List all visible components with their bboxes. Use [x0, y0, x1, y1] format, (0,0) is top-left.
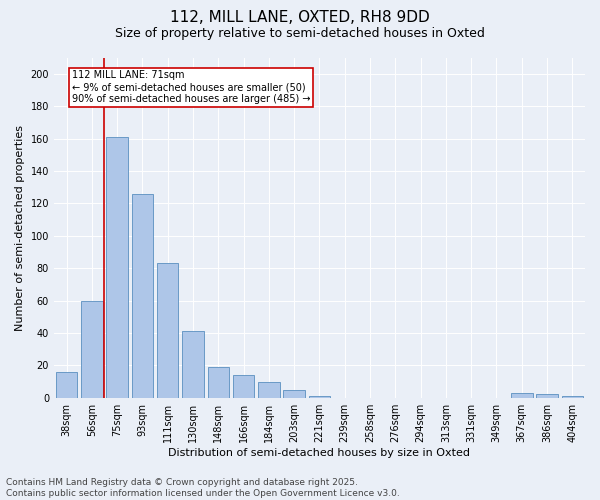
Bar — [182, 332, 204, 398]
Y-axis label: Number of semi-detached properties: Number of semi-detached properties — [15, 124, 25, 330]
Bar — [208, 367, 229, 398]
Bar — [562, 396, 583, 398]
X-axis label: Distribution of semi-detached houses by size in Oxted: Distribution of semi-detached houses by … — [169, 448, 470, 458]
Bar — [309, 396, 330, 398]
Bar — [157, 263, 178, 398]
Bar — [258, 382, 280, 398]
Text: 112 MILL LANE: 71sqm
← 9% of semi-detached houses are smaller (50)
90% of semi-d: 112 MILL LANE: 71sqm ← 9% of semi-detach… — [71, 70, 310, 104]
Bar — [283, 390, 305, 398]
Text: Size of property relative to semi-detached houses in Oxted: Size of property relative to semi-detach… — [115, 28, 485, 40]
Bar — [131, 194, 153, 398]
Bar — [106, 137, 128, 398]
Text: Contains HM Land Registry data © Crown copyright and database right 2025.
Contai: Contains HM Land Registry data © Crown c… — [6, 478, 400, 498]
Bar — [536, 394, 558, 398]
Bar — [81, 300, 103, 398]
Text: 112, MILL LANE, OXTED, RH8 9DD: 112, MILL LANE, OXTED, RH8 9DD — [170, 10, 430, 25]
Bar — [233, 375, 254, 398]
Bar — [56, 372, 77, 398]
Bar — [511, 393, 533, 398]
